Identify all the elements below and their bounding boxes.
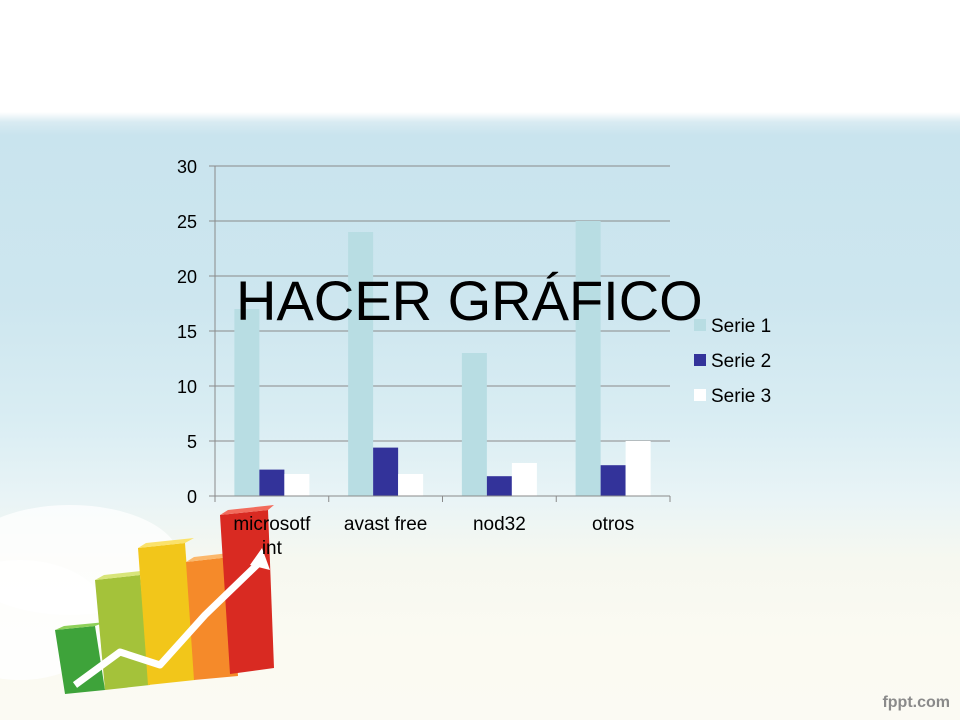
watermark-text: fppt.com [882,694,950,711]
category-label: microsotf [233,514,311,535]
legend-swatch [694,319,706,331]
y-tick-labels: 0 5 10 15 20 25 30 [177,157,197,507]
bar-serie-1 [234,309,260,496]
legend: Serie 1 Serie 2 Serie 3 [694,316,771,407]
y-tick-label: 5 [187,432,197,452]
category-label: otros [592,514,634,535]
legend-label: Serie 1 [711,316,771,337]
y-tick-label: 20 [177,267,197,287]
legend-swatch [694,389,706,401]
bar-serie-3 [284,474,310,496]
bar-serie-2 [486,476,512,496]
y-tick-label: 30 [177,157,197,177]
category-label: nod32 [473,514,526,535]
bar-serie-2 [259,469,285,496]
category-label: avast free [344,514,427,535]
bar-serie-2 [373,447,399,496]
category-label: int [262,538,283,559]
bar-serie-1 [348,232,374,496]
y-tick-label: 10 [177,377,197,397]
legend-label: Serie 3 [711,386,771,407]
legend-swatch [694,354,706,366]
axes [209,165,671,502]
bar-serie-1 [461,353,487,496]
y-tick-label: 0 [187,487,197,507]
category-labels: microsotf int avast free nod32 otros [233,514,634,559]
bar-serie-2 [600,465,626,496]
y-tick-label: 25 [177,212,197,232]
bar-serie-3 [511,463,537,496]
bars [234,221,651,496]
bar-serie-3 [398,474,424,496]
legend-label: Serie 2 [711,351,771,372]
y-tick-label: 15 [177,322,197,342]
bar-serie-1 [575,221,601,496]
slide-title: HACER GRÁFICO [236,269,703,332]
bars-illustration [55,505,274,694]
bar-serie-3 [625,441,651,496]
